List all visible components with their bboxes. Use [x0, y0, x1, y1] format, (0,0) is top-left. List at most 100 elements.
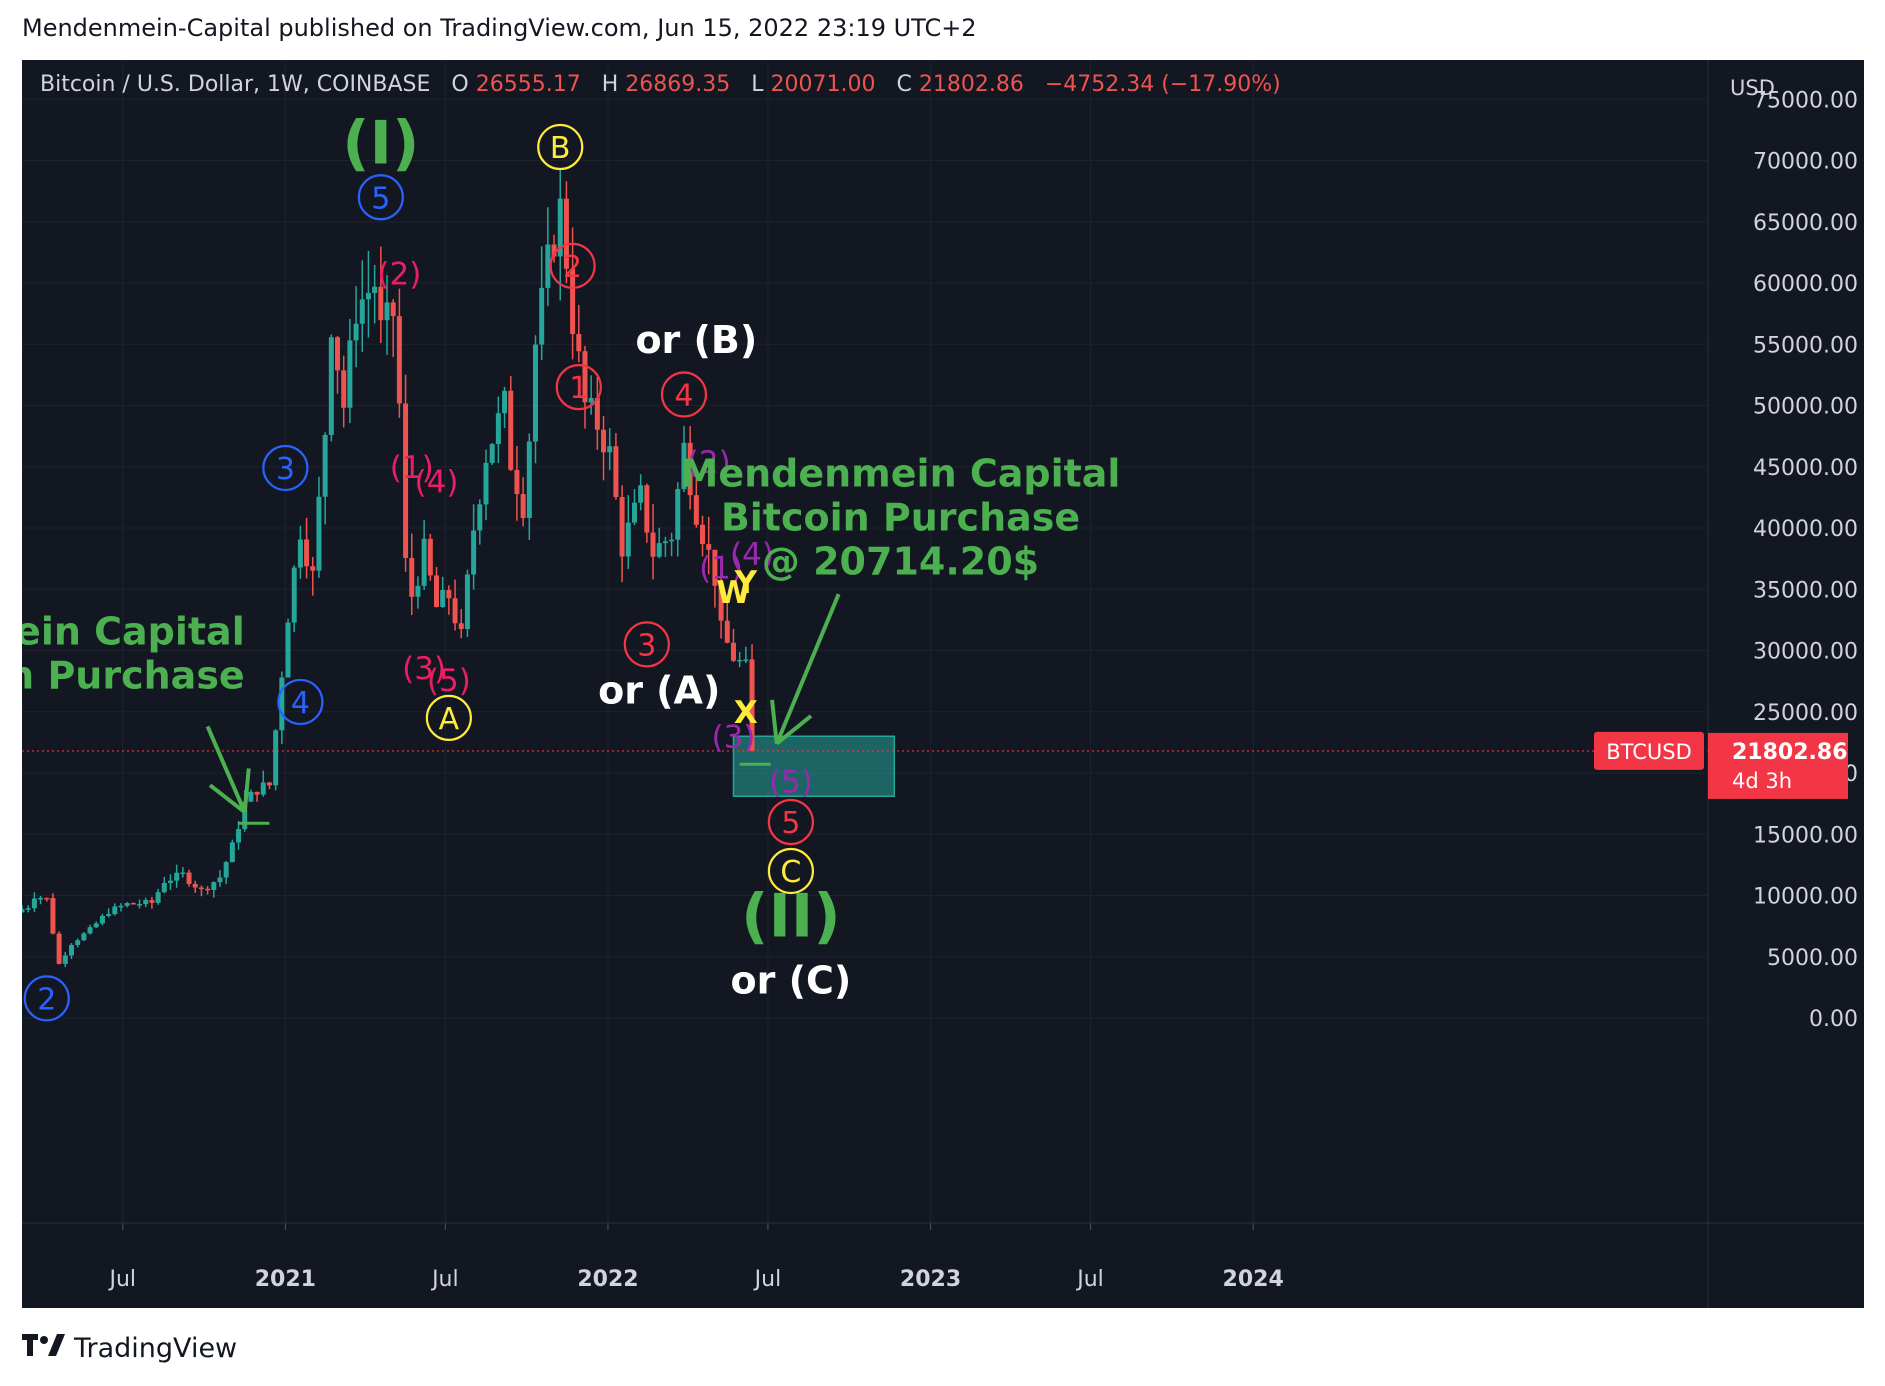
candle-body	[87, 927, 93, 934]
y-tick-label: 10000.00	[1753, 885, 1858, 910]
candle-body	[458, 623, 464, 629]
wave-label-circled: B	[537, 123, 584, 171]
x-tick-label: Jul	[753, 1267, 782, 1292]
high-value: 26869.35	[625, 72, 730, 97]
candle-body	[712, 549, 718, 586]
candle-body	[625, 522, 631, 557]
last-price-tag: BTCUSD 21802.86 4d 3h	[1594, 731, 1848, 799]
candle-body	[75, 940, 81, 945]
y-tick-label: 5000.00	[1767, 946, 1858, 971]
wave-label: (1)	[699, 550, 743, 586]
wave-label-circled: 4	[277, 678, 324, 726]
y-tick-label: 65000.00	[1753, 211, 1858, 236]
purchase-callout-text: Mendenmein Capital	[681, 451, 1121, 495]
wave-label-ring	[23, 975, 70, 1022]
candle-body	[471, 530, 477, 575]
candle-body	[68, 944, 74, 956]
candle-body	[601, 429, 607, 453]
wave-label: Y	[734, 565, 758, 601]
wave-label: (4)	[415, 465, 459, 501]
wave-label: (4)	[730, 537, 774, 573]
y-tick-label: 15000.00	[1753, 823, 1858, 848]
candle-body	[446, 590, 452, 599]
wave-label-circled: 1	[555, 364, 602, 411]
candle-body	[167, 880, 173, 883]
candle-body	[192, 883, 198, 888]
x-tick-label: 2021	[255, 1267, 316, 1292]
wave-label-ring	[555, 364, 602, 411]
candle-body	[328, 337, 334, 435]
candle-body	[613, 446, 619, 498]
close-value: 21802.86	[919, 72, 1024, 97]
candle-body	[372, 286, 378, 293]
y-tick-label: 30000.00	[1753, 640, 1858, 665]
purchase-callout-text: Bitcoin Purchase	[721, 495, 1080, 539]
countdown-value: 4d 3h	[1732, 769, 1792, 793]
wave-label-ring	[767, 847, 815, 895]
wave-label-ring	[277, 678, 324, 726]
candle-body	[421, 538, 427, 586]
time-axis[interactable]: Jul 2021 Jul 2022 Jul 2023 Jul 2024	[22, 1222, 1864, 1292]
wave-label: or (C)	[731, 959, 852, 1003]
candle-body	[489, 444, 495, 463]
candle-body	[106, 914, 112, 916]
candle-body	[155, 892, 161, 903]
price-axis[interactable]: USD 0.005000.0010000.0015000.0020000.002…	[1707, 60, 1858, 1308]
candle-body	[390, 302, 396, 317]
candle-body	[644, 485, 650, 533]
candle-body	[662, 541, 668, 544]
candle-body	[687, 442, 693, 496]
candle-body	[112, 906, 118, 915]
candle-body	[143, 900, 149, 905]
candle-body	[161, 882, 167, 893]
purchase-callout-text: Bitcoin Purchase	[22, 653, 245, 697]
candle-body	[532, 344, 538, 442]
symbol-info: Bitcoin / U.S. Dollar, 1W, COINBASE O 26…	[40, 72, 1281, 97]
wave-label-ring	[660, 371, 708, 418]
candle-body	[700, 524, 706, 545]
wave-label-text: B	[550, 131, 571, 166]
x-tick-label: 2022	[577, 1267, 638, 1292]
wave-label-circled: A	[425, 694, 472, 741]
candle-body	[378, 286, 384, 321]
candle-body	[359, 299, 365, 324]
wave-label-circled: 4	[660, 371, 708, 418]
candle-body	[526, 441, 532, 519]
currency-label: USD	[1730, 76, 1775, 100]
candle-body	[217, 877, 223, 883]
candle-body	[483, 462, 489, 505]
candle-body	[322, 434, 328, 497]
wave-label-circled: 5	[767, 798, 815, 846]
wave-label-ring	[623, 621, 670, 668]
chart-panel[interactable]: (I) 5 (2) 3 (1) (4) (3) (5) A 4 2 B 2 1 or (B) 4 (2) 3 or …	[22, 60, 1864, 1308]
candle-body	[93, 923, 99, 928]
candle-body	[650, 532, 656, 557]
wave-label-text: C	[780, 855, 801, 890]
candle-body	[582, 351, 588, 403]
candle-body	[186, 872, 192, 884]
wave-label-ring	[425, 694, 472, 741]
candle-body	[266, 782, 272, 786]
candle-body	[254, 791, 260, 795]
x-tick-label: 2023	[900, 1267, 961, 1292]
candle-body	[502, 390, 508, 414]
candle-body	[403, 403, 409, 558]
candle-body	[743, 659, 749, 661]
candle-body	[415, 585, 421, 597]
candle-body	[495, 413, 501, 445]
change-value: −4752.34 (−17.90%)	[1045, 72, 1281, 97]
x-tick-label: 2024	[1223, 1267, 1284, 1292]
candle-body	[669, 539, 675, 542]
wave-label-ring	[549, 242, 596, 289]
open-value: 26555.17	[476, 72, 581, 97]
low-value: 20071.00	[771, 72, 876, 97]
wave-label-text: 5	[371, 181, 390, 216]
wave-label: (1)	[390, 450, 434, 486]
candle-body	[130, 903, 136, 905]
symbol-name: Bitcoin / U.S. Dollar, 1W, COINBASE	[40, 72, 430, 97]
footer-brand: TradingView	[74, 1332, 238, 1364]
candle-body	[174, 872, 180, 881]
y-tick-label: 35000.00	[1753, 578, 1858, 603]
candle-body	[520, 494, 526, 519]
